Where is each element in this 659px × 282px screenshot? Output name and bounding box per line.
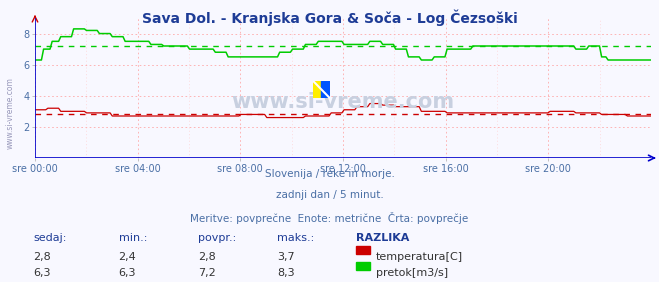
Text: povpr.:: povpr.: — [198, 233, 236, 243]
Text: 2,4: 2,4 — [119, 252, 136, 262]
Text: 8,3: 8,3 — [277, 268, 295, 278]
Text: 7,2: 7,2 — [198, 268, 215, 278]
Text: sedaj:: sedaj: — [33, 233, 67, 243]
Text: zadnji dan / 5 minut.: zadnji dan / 5 minut. — [275, 190, 384, 201]
Text: Slovenija / reke in morje.: Slovenija / reke in morje. — [264, 169, 395, 179]
Text: www.si-vreme.com: www.si-vreme.com — [5, 77, 14, 149]
Text: 3,7: 3,7 — [277, 252, 295, 262]
Text: www.si-vreme.com: www.si-vreme.com — [231, 92, 455, 112]
Text: 6,3: 6,3 — [33, 268, 51, 278]
Text: RAZLIKA: RAZLIKA — [356, 233, 409, 243]
Text: 6,3: 6,3 — [119, 268, 136, 278]
Text: min.:: min.: — [119, 233, 147, 243]
Text: Sava Dol. - Kranjska Gora & Soča - Log Čezsoški: Sava Dol. - Kranjska Gora & Soča - Log Č… — [142, 10, 517, 27]
Text: pretok[m3/s]: pretok[m3/s] — [376, 268, 447, 278]
Text: Meritve: povprečne  Enote: metrične  Črta: povprečje: Meritve: povprečne Enote: metrične Črta:… — [190, 212, 469, 224]
Text: temperatura[C]: temperatura[C] — [376, 252, 463, 262]
Text: 2,8: 2,8 — [33, 252, 51, 262]
Bar — [313, 81, 322, 98]
Text: maks.:: maks.: — [277, 233, 314, 243]
Bar — [322, 81, 330, 98]
Text: 2,8: 2,8 — [198, 252, 215, 262]
